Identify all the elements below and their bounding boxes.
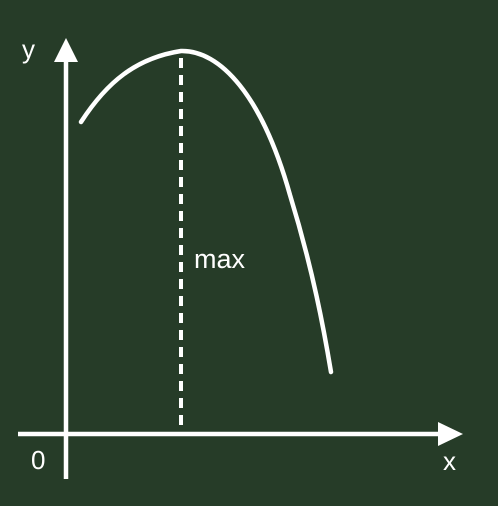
x-axis-label: x bbox=[443, 446, 456, 476]
function-curve bbox=[78, 48, 334, 375]
max-label: max bbox=[194, 244, 246, 274]
x-axis-arrowhead bbox=[438, 422, 463, 446]
x-axis bbox=[18, 422, 463, 446]
y-axis-label: y bbox=[22, 34, 35, 64]
y-axis bbox=[54, 38, 78, 479]
y-axis-arrowhead bbox=[54, 38, 78, 62]
origin-label: 0 bbox=[31, 445, 45, 475]
